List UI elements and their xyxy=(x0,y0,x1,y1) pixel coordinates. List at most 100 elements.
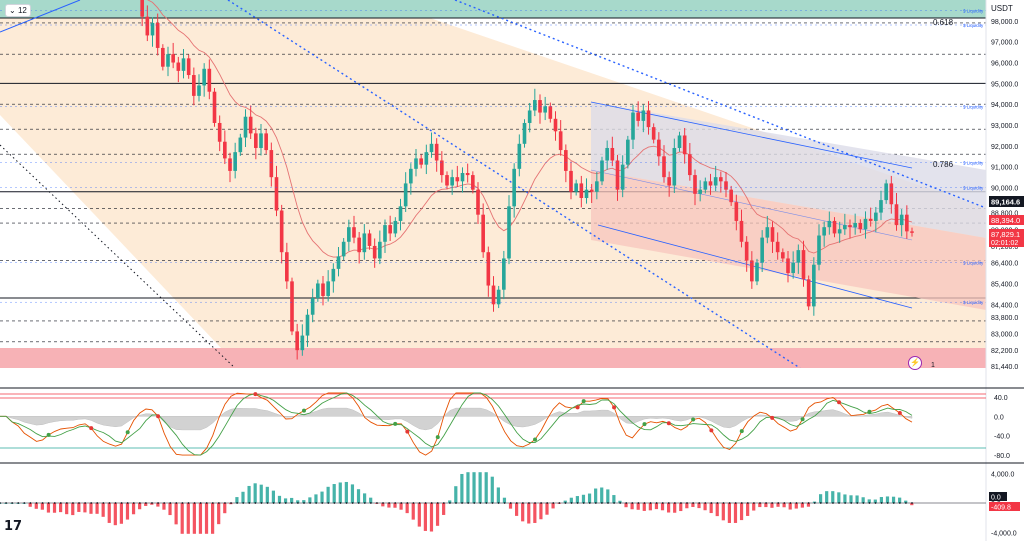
candle[interactable] xyxy=(212,91,217,123)
candle[interactable] xyxy=(269,150,274,178)
candle[interactable] xyxy=(863,218,868,230)
candle[interactable] xyxy=(331,268,336,282)
candle[interactable] xyxy=(755,262,759,282)
candle[interactable] xyxy=(367,233,372,246)
candle[interactable] xyxy=(171,54,175,63)
candle[interactable] xyxy=(527,110,532,123)
candle[interactable] xyxy=(879,200,883,213)
candle[interactable] xyxy=(145,16,150,36)
candle[interactable] xyxy=(372,245,377,259)
candle[interactable] xyxy=(548,106,553,119)
candle[interactable] xyxy=(228,158,232,171)
candle[interactable] xyxy=(202,68,206,86)
candle[interactable] xyxy=(651,127,656,140)
candle[interactable] xyxy=(688,154,692,176)
candle[interactable] xyxy=(610,147,615,161)
candle[interactable] xyxy=(274,177,279,211)
candle[interactable] xyxy=(181,58,186,71)
candle[interactable] xyxy=(605,147,609,161)
interval-selector[interactable]: ⌄ 12 xyxy=(5,4,31,17)
candle[interactable] xyxy=(698,189,702,194)
candle[interactable] xyxy=(166,54,170,67)
candle[interactable] xyxy=(760,237,764,263)
candle[interactable] xyxy=(894,204,899,226)
candle[interactable] xyxy=(460,172,465,182)
candle[interactable] xyxy=(176,62,181,71)
candle[interactable] xyxy=(853,223,857,228)
candle[interactable] xyxy=(398,206,403,221)
candle[interactable] xyxy=(693,175,697,194)
candle[interactable] xyxy=(620,164,625,190)
candle[interactable] xyxy=(217,122,222,142)
candle[interactable] xyxy=(713,177,718,186)
candle[interactable] xyxy=(631,112,635,140)
candle[interactable] xyxy=(341,241,346,257)
candle[interactable] xyxy=(615,160,620,190)
candle[interactable] xyxy=(600,160,604,182)
candle[interactable] xyxy=(677,135,682,148)
candle[interactable] xyxy=(362,233,367,253)
candle[interactable] xyxy=(770,227,775,242)
candle[interactable] xyxy=(517,143,522,169)
candle[interactable] xyxy=(564,150,568,171)
candle[interactable] xyxy=(192,75,196,96)
lightning-icon[interactable]: ⚡ xyxy=(908,356,922,370)
candle[interactable] xyxy=(796,250,801,263)
candle[interactable] xyxy=(724,181,728,190)
candle[interactable] xyxy=(744,241,749,261)
candle[interactable] xyxy=(440,160,444,176)
candle[interactable] xyxy=(403,183,408,207)
candle[interactable] xyxy=(279,210,284,253)
candle[interactable] xyxy=(553,118,558,132)
candle[interactable] xyxy=(874,212,878,221)
candle[interactable] xyxy=(662,156,666,178)
candle[interactable] xyxy=(791,262,795,274)
candle[interactable] xyxy=(775,241,780,253)
candle[interactable] xyxy=(584,189,589,199)
candle[interactable] xyxy=(378,241,382,259)
candle[interactable] xyxy=(155,22,160,48)
candle[interactable] xyxy=(326,281,330,296)
candle[interactable] xyxy=(822,227,826,236)
candle[interactable] xyxy=(336,256,341,269)
candle[interactable] xyxy=(321,283,325,296)
candle[interactable] xyxy=(310,298,315,315)
candle[interactable] xyxy=(868,218,873,221)
candle[interactable] xyxy=(248,116,253,134)
candle[interactable] xyxy=(543,106,547,113)
candle[interactable] xyxy=(300,335,305,351)
candle[interactable] xyxy=(383,225,387,242)
candle[interactable] xyxy=(667,177,671,186)
candle[interactable] xyxy=(837,229,842,234)
candle[interactable] xyxy=(739,220,744,242)
candle[interactable] xyxy=(801,250,806,280)
candle[interactable] xyxy=(786,258,790,274)
candle[interactable] xyxy=(357,237,361,253)
candle[interactable] xyxy=(295,331,299,351)
candle[interactable] xyxy=(533,100,537,111)
candle[interactable] xyxy=(305,314,310,336)
candle[interactable] xyxy=(496,289,501,305)
candle[interactable] xyxy=(827,220,832,228)
candle[interactable] xyxy=(522,122,527,144)
candle[interactable] xyxy=(672,147,677,186)
candle[interactable] xyxy=(445,175,449,186)
candle[interactable] xyxy=(899,214,904,226)
candle[interactable] xyxy=(285,252,289,282)
candle[interactable] xyxy=(641,110,646,121)
candle[interactable] xyxy=(388,225,392,234)
candle[interactable] xyxy=(243,116,248,138)
candle[interactable] xyxy=(703,181,708,190)
candle[interactable] xyxy=(491,285,496,305)
candle[interactable] xyxy=(750,260,754,282)
candle[interactable] xyxy=(843,225,847,230)
candle[interactable] xyxy=(734,202,739,221)
candle[interactable] xyxy=(889,183,894,205)
candle[interactable] xyxy=(481,214,485,253)
candle[interactable] xyxy=(409,168,413,184)
candle[interactable] xyxy=(429,143,434,153)
candle[interactable] xyxy=(393,220,398,234)
candle[interactable] xyxy=(817,235,821,265)
candle[interactable] xyxy=(419,158,423,165)
